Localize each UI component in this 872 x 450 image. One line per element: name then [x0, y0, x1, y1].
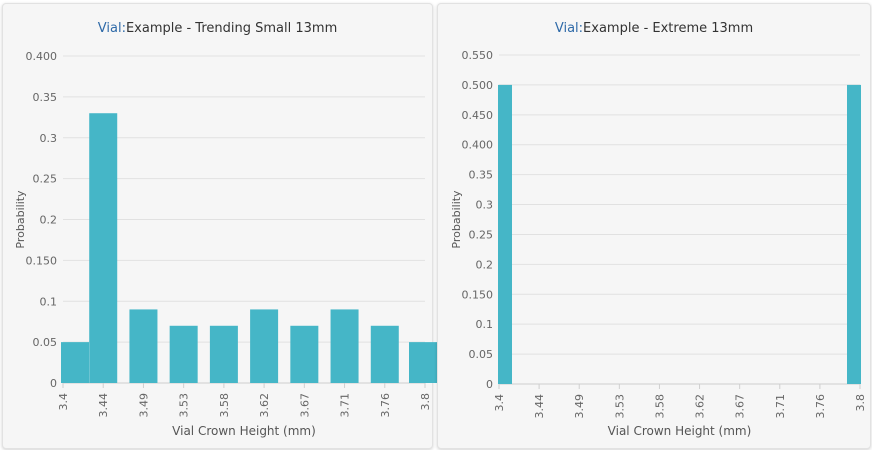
bar — [209, 325, 238, 383]
y-tick-label: 0.25 — [469, 228, 494, 241]
x-tick-label: 3.67 — [298, 393, 311, 418]
y-axis-title: Probability — [14, 190, 27, 249]
x-tick-label: 3.44 — [97, 393, 110, 418]
y-tick-label: 0.05 — [33, 336, 58, 349]
y-tick-label: 0.3 — [40, 132, 58, 145]
x-tick-label: 3.67 — [734, 394, 747, 419]
y-tick-label: 0.150 — [462, 288, 494, 301]
x-tick-label: 3.53 — [178, 393, 191, 418]
y-axis-title: Probability — [450, 190, 463, 249]
x-tick-label: 3.58 — [218, 393, 231, 418]
y-tick-label: 0.25 — [33, 173, 58, 186]
x-tick-label: 3.4 — [493, 394, 506, 412]
bar — [169, 325, 198, 383]
x-tick-label: 3.71 — [339, 393, 352, 418]
y-tick-label: 0.400 — [462, 139, 494, 152]
y-tick-label: 0.450 — [462, 109, 494, 122]
y-tick-label: 0.35 — [33, 91, 58, 104]
y-tick-label: 0.1 — [40, 295, 58, 308]
bar — [250, 309, 279, 383]
bar — [498, 84, 512, 384]
x-tick-label: 3.53 — [613, 394, 626, 419]
bar — [61, 342, 89, 383]
bar-chart-trending: 0 0.05 0.1 0.150 0.2 0.25 0.3 0.35 0.400 3.4 3.44 3… — [14, 50, 437, 438]
y-tick-label: 0 — [50, 377, 57, 390]
x-tick-label: 3.44 — [533, 394, 546, 419]
x-tick-label: 3.62 — [258, 393, 271, 418]
y-tick-label: 0.2 — [40, 214, 58, 227]
chart-title-text: Example - Trending Small 13mm — [125, 21, 338, 36]
bar — [89, 113, 118, 383]
x-tick-label: 3.76 — [379, 393, 392, 418]
chart-title-prefix: Vial: — [97, 21, 126, 36]
x-tick-label: 3.8 — [419, 393, 432, 411]
y-tick-label: 0.550 — [462, 49, 494, 62]
chart-title: Vial:Example - Extreme 13mm — [438, 21, 870, 36]
bar — [847, 84, 861, 384]
y-tick-label: 0.400 — [26, 50, 58, 63]
bar — [409, 342, 437, 383]
chart-card-extreme: Vial:Example - Extreme 13mm 0 0.05 0.1 0.15… — [437, 3, 871, 449]
x-tick-label: 3.71 — [774, 394, 787, 419]
bar — [330, 309, 359, 383]
x-tick-label: 3.8 — [854, 394, 867, 412]
x-tick-label: 3.49 — [573, 394, 586, 419]
x-tick-label: 3.49 — [137, 393, 150, 418]
x-axis-title: Vial Crown Height (mm) — [172, 424, 316, 438]
x-tick-label: 3.58 — [653, 394, 666, 419]
y-tick-label: 0.3 — [476, 199, 494, 212]
x-tick-label: 3.62 — [694, 394, 707, 419]
y-tick-label: 0 — [486, 378, 493, 391]
bar — [290, 325, 319, 383]
x-axis-title: Vial Crown Height (mm) — [608, 424, 752, 438]
chart-title-text: Example - Extreme 13mm — [583, 21, 754, 36]
y-tick-label: 0.1 — [476, 318, 494, 331]
bar — [129, 309, 158, 383]
chart-title-prefix: Vial: — [554, 21, 584, 36]
y-tick-label: 0.500 — [462, 79, 494, 92]
bar — [370, 325, 399, 383]
chart-card-trending: Vial:Example - Trending Small 13mm 0 0.05… — [2, 3, 437, 449]
y-tick-label: 0.05 — [469, 348, 494, 361]
x-tick-label: 3.76 — [814, 394, 827, 419]
bar-chart-extreme: 0 0.05 0.1 0.150 0.2 0.25 0.3 0.35 0.400 0.450 0.5… — [450, 49, 867, 438]
x-tick-label: 3.4 — [57, 393, 70, 411]
y-tick-label: 0.35 — [469, 169, 494, 182]
y-tick-label: 0.150 — [26, 254, 58, 267]
chart-title: Vial:Example - Trending Small 13mm — [3, 21, 432, 36]
y-tick-label: 0.2 — [476, 258, 494, 271]
